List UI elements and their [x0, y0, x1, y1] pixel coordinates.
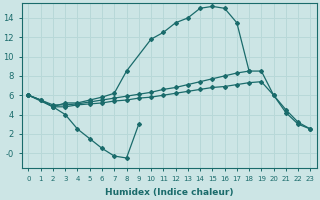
X-axis label: Humidex (Indice chaleur): Humidex (Indice chaleur) — [105, 188, 234, 197]
